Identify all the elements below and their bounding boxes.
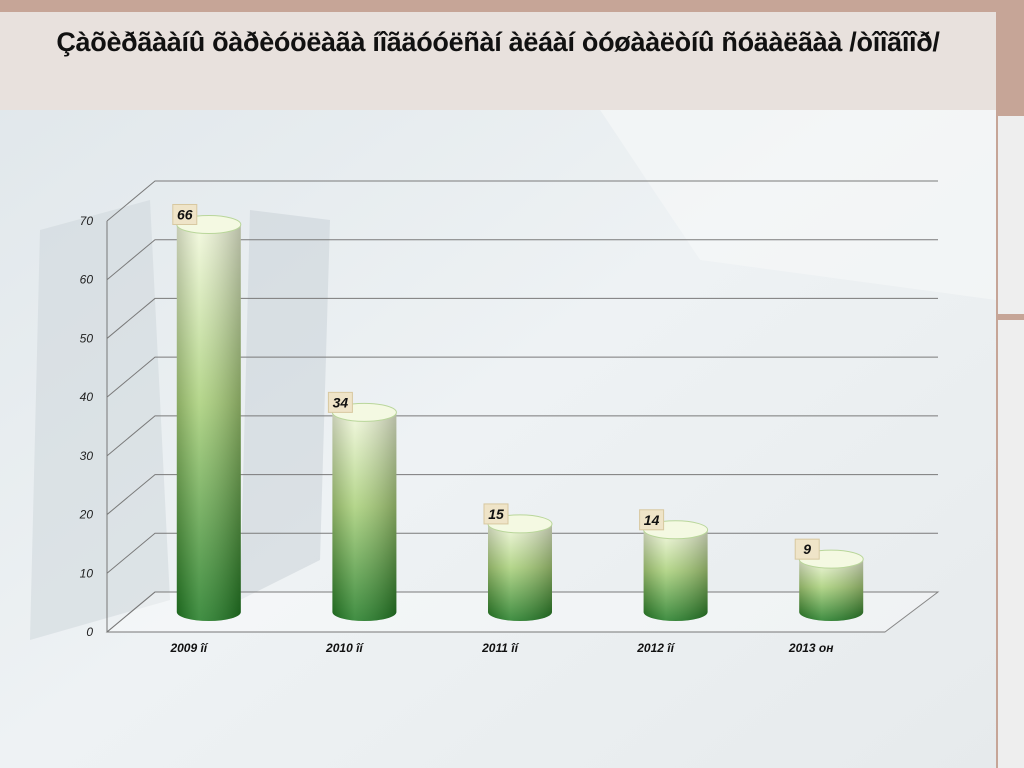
x-tick-label: 2012 îí xyxy=(636,641,675,655)
bar-shade xyxy=(176,224,241,621)
value-label: 9 xyxy=(803,541,811,557)
value-label: 34 xyxy=(333,394,349,410)
bar-shade xyxy=(332,412,397,621)
y-tick-label: 10 xyxy=(80,566,94,580)
grid-line xyxy=(106,297,938,339)
bar-shade xyxy=(488,523,552,621)
value-label-box xyxy=(172,203,198,225)
y-tick-label: 70 xyxy=(80,214,94,228)
bar-shade xyxy=(643,529,708,621)
y-tick-label: 0 xyxy=(86,625,93,639)
grid-line xyxy=(106,356,938,398)
x-tick-label: 2011 îí xyxy=(481,641,519,655)
value-label-box xyxy=(327,391,353,413)
y-tick-label: 50 xyxy=(80,331,94,345)
value-label-box xyxy=(639,509,665,531)
grid-line xyxy=(106,474,938,515)
value-label: 14 xyxy=(644,512,660,528)
y-tick-label: 40 xyxy=(80,390,94,404)
x-tick-label: 2013 он xyxy=(788,641,834,655)
value-label-box xyxy=(483,503,509,525)
grid-line xyxy=(106,239,938,281)
value-label-box xyxy=(794,538,820,560)
x-tick-label: 2009 îí xyxy=(169,641,208,655)
value-label: 15 xyxy=(488,506,504,522)
bar-shade xyxy=(799,559,864,621)
y-tick-label: 60 xyxy=(80,273,94,287)
grid-line xyxy=(106,180,938,222)
grid-line xyxy=(106,415,938,457)
chart-title: Çàõèðãààíû õàðèóöëàãà íîãäóóëñàí àëáàí ò… xyxy=(56,27,940,57)
y-tick-label: 30 xyxy=(80,449,94,463)
x-tick-label: 2010 îí xyxy=(325,641,364,655)
value-label: 66 xyxy=(177,206,193,222)
y-tick-label: 20 xyxy=(79,508,94,522)
